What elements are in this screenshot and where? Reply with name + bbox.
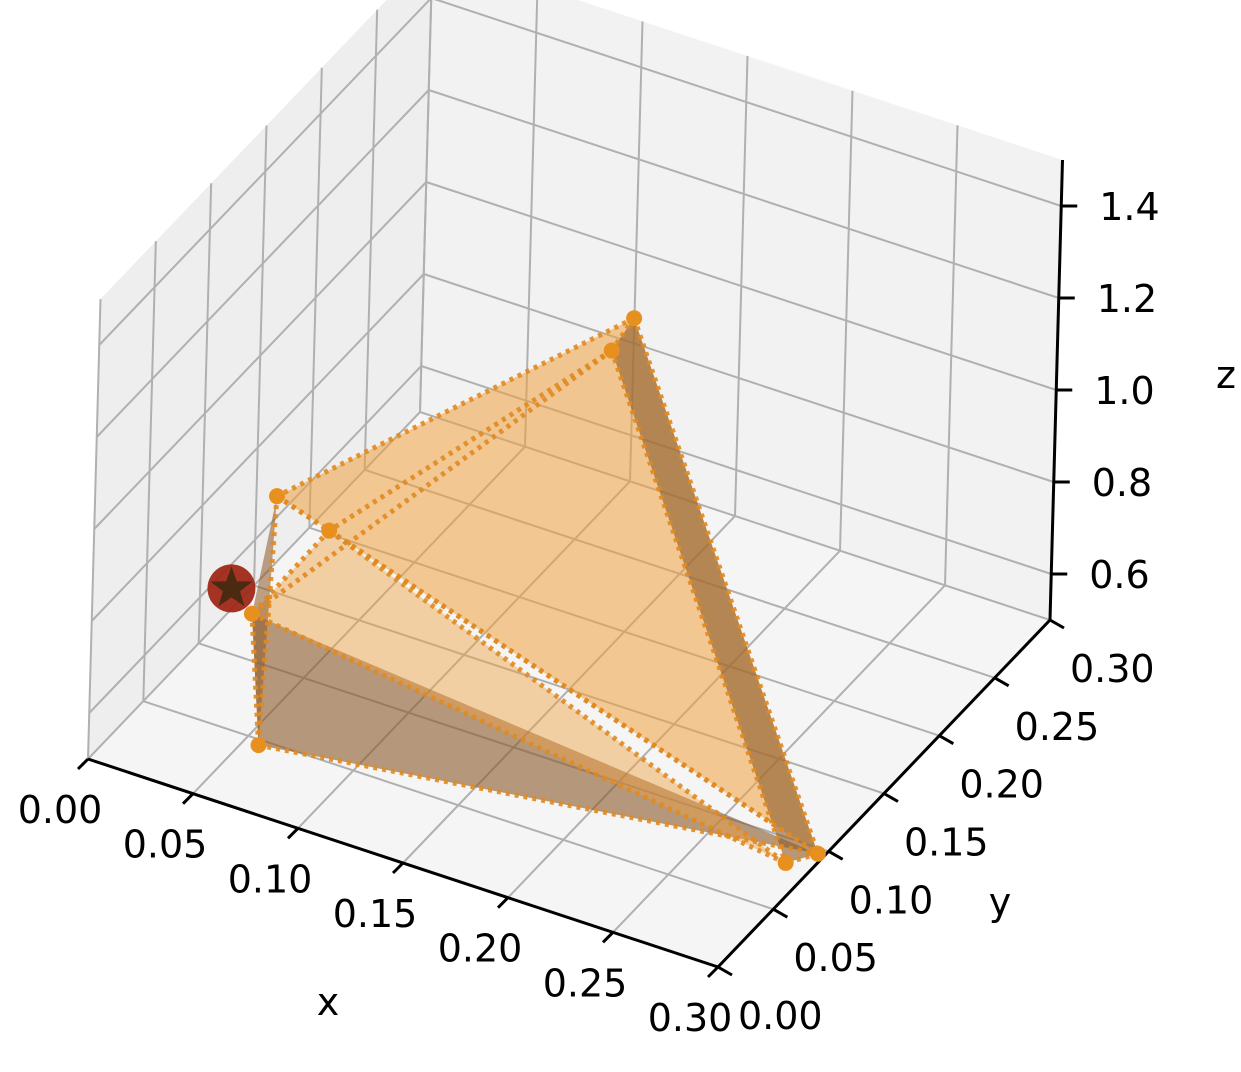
x-tick: [496, 896, 510, 909]
polyhedron-edge: [609, 349, 789, 864]
polyhedron-vertices: [243, 310, 826, 871]
x-axis-label: x: [317, 980, 340, 1024]
y-tick: [772, 907, 789, 919]
polyhedron-edge: [256, 495, 280, 746]
x-tick: [706, 965, 720, 979]
grid-line-z-side: [88, 365, 422, 714]
polyhedron-vertex: [268, 488, 285, 505]
grid-line-z-back: [423, 273, 1055, 483]
y-tick-label: 0.20: [959, 763, 1044, 807]
grid-line-z-back: [425, 181, 1057, 391]
polyhedron-face: [611, 318, 818, 863]
polyhedron-edge: [327, 348, 614, 533]
y-tick-label: 0.15: [904, 820, 989, 864]
polyhedron-face: [277, 318, 818, 854]
polyhedron-face: [252, 613, 818, 854]
y-tick: [883, 792, 899, 803]
polyhedron-edge: [275, 494, 331, 533]
polyhedron-edge: [250, 348, 614, 616]
polyhedron-edge: [249, 613, 262, 746]
x-tick: [601, 931, 615, 944]
grid-line-y-floor: [143, 700, 774, 911]
y-tick: [993, 676, 1010, 688]
y-tick-label: 0.10: [849, 878, 934, 922]
x-tick-label: 0.15: [333, 892, 418, 936]
polyhedron-edges: [249, 315, 821, 866]
x-tick: [391, 861, 405, 875]
marker-star: [210, 566, 253, 607]
polyhedron-edge: [250, 528, 332, 616]
polyhedron-vertex: [777, 854, 794, 871]
grid-line-z-side: [93, 181, 427, 530]
x-tick-label: 0.10: [228, 857, 313, 901]
polyhedron-face: [252, 496, 277, 746]
highlight-marker: [207, 564, 256, 613]
polyhedron-vertex: [809, 845, 826, 862]
polyhedron-vertex: [603, 342, 620, 359]
x-tick: [181, 792, 195, 805]
y-axis-label: y: [989, 880, 1012, 924]
z-tick-label: 1.2: [1097, 277, 1157, 321]
z-tick-label: 0.8: [1092, 461, 1152, 505]
y-tick: [827, 850, 844, 861]
y-tick-label: 0.25: [1015, 705, 1100, 749]
polyhedron-vertex: [626, 310, 643, 327]
z-tick-label: 0.6: [1089, 553, 1149, 597]
polyhedron-edge: [327, 528, 820, 856]
z-tick-label: 1.4: [1099, 185, 1159, 229]
polyhedron-vertex: [321, 522, 338, 539]
tick-labels: 0.000.050.100.150.200.250.30 0.000.050.10…: [18, 185, 1236, 1040]
y-tick: [1049, 618, 1065, 630]
grid-line-z-side: [96, 89, 430, 438]
y-tick-label: 0.00: [738, 994, 823, 1038]
polyhedron-vertex: [243, 605, 260, 622]
polyhedron-face: [252, 530, 786, 863]
x-tick-label: 0.05: [123, 823, 208, 867]
y-tick: [717, 965, 733, 977]
grid-line-z-side: [98, 0, 431, 346]
x-tick: [76, 757, 90, 771]
polyhedron-edge: [275, 315, 636, 499]
x-tick-label: 0.20: [438, 927, 523, 971]
grid-line-z-back: [434, 0, 1062, 207]
polyhedron-edge: [327, 528, 788, 865]
x-tick: [286, 827, 300, 840]
x-tick-label: 0.25: [543, 961, 628, 1005]
x-tick-label: 0.00: [18, 788, 103, 832]
grid-line-z-back: [428, 89, 1060, 299]
polyhedron-vertex: [250, 737, 267, 754]
y-tick-label: 0.05: [793, 936, 878, 980]
polyhedron-edge: [631, 317, 821, 855]
z-tick-label: 1.0: [1094, 369, 1154, 413]
polyhedron-edge: [609, 316, 637, 352]
y-tick-label: 0.30: [1070, 647, 1155, 691]
tick-marks: [76, 204, 1078, 979]
y-tick: [938, 734, 955, 745]
grid-line-z-side: [91, 273, 425, 622]
z-axis-label: z: [1216, 353, 1236, 397]
x-tick-label: 0.30: [648, 996, 733, 1040]
